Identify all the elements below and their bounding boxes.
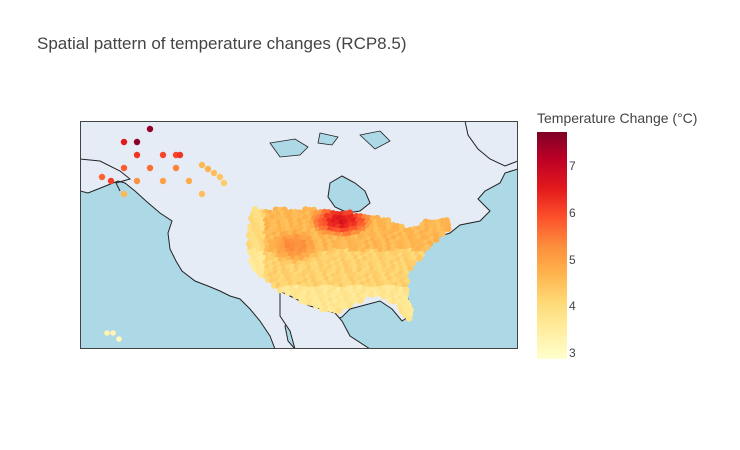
alaska-point[interactable] xyxy=(133,151,141,159)
colorbar-tick-4: 4 xyxy=(569,299,576,313)
conus-point[interactable] xyxy=(346,301,354,309)
alaska-point[interactable] xyxy=(210,169,218,177)
alaska-point[interactable] xyxy=(159,151,167,159)
chart-title: Spatial pattern of temperature changes (… xyxy=(37,34,407,53)
alaska-point[interactable] xyxy=(176,151,184,159)
colorbar-tick-7: 7 xyxy=(569,159,576,173)
conus-point[interactable] xyxy=(357,297,364,304)
conus-points xyxy=(245,206,452,322)
alaska-point[interactable] xyxy=(198,190,206,198)
conus-point[interactable] xyxy=(416,254,423,262)
alaska-point[interactable] xyxy=(133,138,141,146)
conus-point[interactable] xyxy=(405,315,413,322)
hawaii-point[interactable] xyxy=(104,330,110,336)
alaska-point[interactable] xyxy=(107,177,115,185)
colorbar-title: Temperature Change (°C) xyxy=(537,110,698,126)
colorbar-tick-3: 3 xyxy=(569,346,576,360)
alaska-point[interactable] xyxy=(216,173,224,181)
colorbar-tick-6: 6 xyxy=(569,206,576,220)
alaska-points xyxy=(98,125,228,198)
alaska-point[interactable] xyxy=(120,190,128,198)
hawaii-points xyxy=(104,330,122,342)
map-frame xyxy=(80,121,518,349)
arctic-islands xyxy=(269,130,391,158)
colorbar xyxy=(537,132,567,359)
alaska-point[interactable] xyxy=(198,161,206,169)
conus-point[interactable] xyxy=(409,259,417,267)
conus-point[interactable] xyxy=(335,307,343,315)
alaska-point[interactable] xyxy=(146,125,154,133)
alaska-point[interactable] xyxy=(120,164,128,172)
conus-point[interactable] xyxy=(444,225,452,233)
hawaii-point[interactable] xyxy=(110,330,116,336)
alaska-point[interactable] xyxy=(146,164,154,172)
conus-point[interactable] xyxy=(406,264,414,272)
alaska-point[interactable] xyxy=(204,165,212,173)
map-canvas[interactable] xyxy=(80,121,518,349)
alaska-point[interactable] xyxy=(220,179,228,187)
alaska-point[interactable] xyxy=(133,177,141,185)
hawaii-point[interactable] xyxy=(116,336,122,342)
alaska-point[interactable] xyxy=(185,177,193,185)
alaska-point[interactable] xyxy=(172,164,180,172)
alaska-coast xyxy=(80,158,132,192)
conus-point[interactable] xyxy=(432,236,440,243)
conus-point[interactable] xyxy=(439,230,446,237)
land-greenland xyxy=(464,121,518,167)
alaska-point[interactable] xyxy=(98,173,106,181)
colorbar-tick-5: 5 xyxy=(569,253,576,267)
alaska-point[interactable] xyxy=(120,138,128,146)
alaska-point[interactable] xyxy=(159,177,167,185)
hudson-bay xyxy=(327,175,371,214)
